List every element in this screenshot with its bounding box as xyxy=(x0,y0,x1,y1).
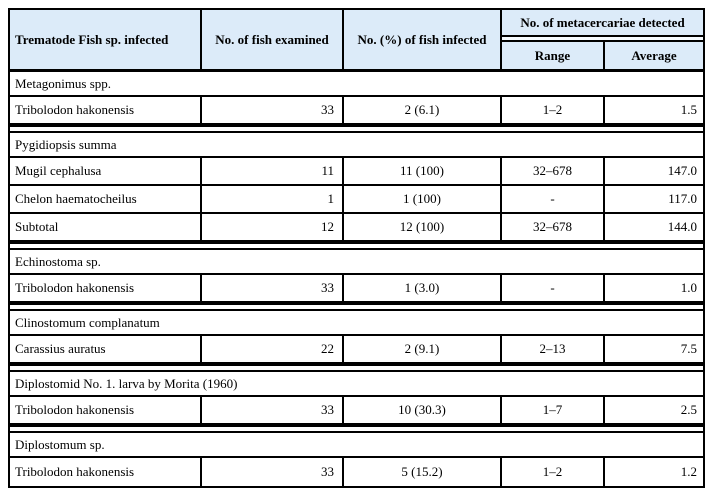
cell-average: 1.5 xyxy=(680,102,697,117)
cell-range: 1–2 xyxy=(502,458,605,486)
cell-range: - xyxy=(502,275,605,301)
cell-fish-examined: 33 xyxy=(202,97,344,123)
table-row: Mugil cephalusa 11 11 (100) 32–678 147.0 xyxy=(10,158,703,186)
cell-average: 117.0 xyxy=(668,191,697,206)
cell-range: 1–7 xyxy=(502,397,605,423)
header-average: Average xyxy=(631,47,677,63)
table-header-row: Trematode Fish sp. infected No. of fish … xyxy=(10,10,703,72)
cell-average: 1.0 xyxy=(680,280,697,295)
group-row: Diplostomum sp. xyxy=(10,433,703,458)
section-separator xyxy=(10,425,703,433)
cell-range: 32–678 xyxy=(502,158,605,184)
group-row: Diplostomid No. 1. larva by Morita (1960… xyxy=(10,372,703,397)
table-row: Tribolodon hakonensis 33 1 (3.0) - 1.0 xyxy=(10,275,703,303)
cell-fish-examined: 33 xyxy=(202,397,344,423)
cell-range: 32–678 xyxy=(502,214,605,240)
cell-average: 7.5 xyxy=(680,341,697,356)
header-trematode-fish-sp: Trematode Fish sp. infected xyxy=(10,10,202,69)
cell-fish-species: Tribolodon hakonensis xyxy=(10,275,202,301)
section-separator xyxy=(10,242,703,250)
section-pygidiopsis: Pygidiopsis summa Mugil cephalusa 11 11 … xyxy=(10,133,703,242)
cell-fish-infected: 2 (9.1) xyxy=(344,336,502,362)
cell-fish-species: Subtotal xyxy=(10,214,202,240)
header-subrow: Range Average xyxy=(502,42,703,69)
cell-fish-examined: 22 xyxy=(202,336,344,362)
section-echinostoma: Echinostoma sp. Tribolodon hakonensis 33… xyxy=(10,250,703,303)
cell-fish-species: Chelon haematocheilus xyxy=(10,186,202,212)
header-metacercariae-group: No. of metacercariae detected Range Aver… xyxy=(502,10,703,69)
cell-range: 1–2 xyxy=(502,97,605,123)
table-row: Tribolodon hakonensis 33 5 (15.2) 1–2 1.… xyxy=(10,458,703,486)
cell-fish-species: Mugil cephalusa xyxy=(10,158,202,184)
cell-fish-species: Tribolodon hakonensis xyxy=(10,397,202,423)
header-metacercariae-label: No. of metacercariae detected xyxy=(520,14,685,30)
group-row: Metagonimus spp. xyxy=(10,72,703,97)
cell-fish-infected: 1 (100) xyxy=(344,186,502,212)
cell-fish-infected: 1 (3.0) xyxy=(344,275,502,301)
table-row: Tribolodon hakonensis 33 2 (6.1) 1–2 1.5 xyxy=(10,97,703,125)
cell-average: 2.5 xyxy=(680,402,697,417)
cell-fish-examined: 1 xyxy=(202,186,344,212)
cell-fish-examined: 11 xyxy=(202,158,344,184)
cell-average: 1.2 xyxy=(680,464,697,479)
group-row: Pygidiopsis summa xyxy=(10,133,703,158)
header-no-fish-infected: No. (%) of fish infected xyxy=(344,10,502,69)
section-metagonimus: Metagonimus spp. Tribolodon hakonensis 3… xyxy=(10,72,703,125)
trematode-infection-table: Trematode Fish sp. infected No. of fish … xyxy=(8,8,705,488)
cell-fish-species: Tribolodon hakonensis xyxy=(10,97,202,123)
section-diplostomid-larva: Diplostomid No. 1. larva by Morita (1960… xyxy=(10,372,703,425)
cell-fish-examined: 33 xyxy=(202,275,344,301)
cell-average: 144.0 xyxy=(667,219,697,234)
cell-average: 147.0 xyxy=(667,163,697,178)
double-rule xyxy=(502,35,703,42)
section-separator xyxy=(10,303,703,311)
group-row: Echinostoma sp. xyxy=(10,250,703,275)
cell-fish-examined: 33 xyxy=(202,458,344,486)
section-diplostomum: Diplostomum sp. Tribolodon hakonensis 33… xyxy=(10,433,703,486)
cell-fish-infected: 10 (30.3) xyxy=(344,397,502,423)
cell-fish-examined: 12 xyxy=(202,214,344,240)
cell-fish-infected: 5 (15.2) xyxy=(344,458,502,486)
section-separator xyxy=(10,364,703,372)
table-row: Tribolodon hakonensis 33 10 (30.3) 1–7 2… xyxy=(10,397,703,425)
cell-fish-infected: 2 (6.1) xyxy=(344,97,502,123)
cell-fish-species: Tribolodon hakonensis xyxy=(10,458,202,486)
group-row: Clinostomum complanatum xyxy=(10,311,703,336)
cell-fish-species: Carassius auratus xyxy=(10,336,202,362)
cell-range: - xyxy=(502,186,605,212)
cell-fish-infected: 11 (100) xyxy=(344,158,502,184)
table-row-subtotal: Subtotal 12 12 (100) 32–678 144.0 xyxy=(10,214,703,242)
cell-fish-infected: 12 (100) xyxy=(344,214,502,240)
section-clinostomum: Clinostomum complanatum Carassius auratu… xyxy=(10,311,703,364)
table-row: Chelon haematocheilus 1 1 (100) - 117.0 xyxy=(10,186,703,214)
section-separator xyxy=(10,125,703,133)
header-range: Range xyxy=(502,42,605,69)
cell-range: 2–13 xyxy=(502,336,605,362)
header-no-fish-examined: No. of fish examined xyxy=(202,10,344,69)
table-row: Carassius auratus 22 2 (9.1) 2–13 7.5 xyxy=(10,336,703,364)
